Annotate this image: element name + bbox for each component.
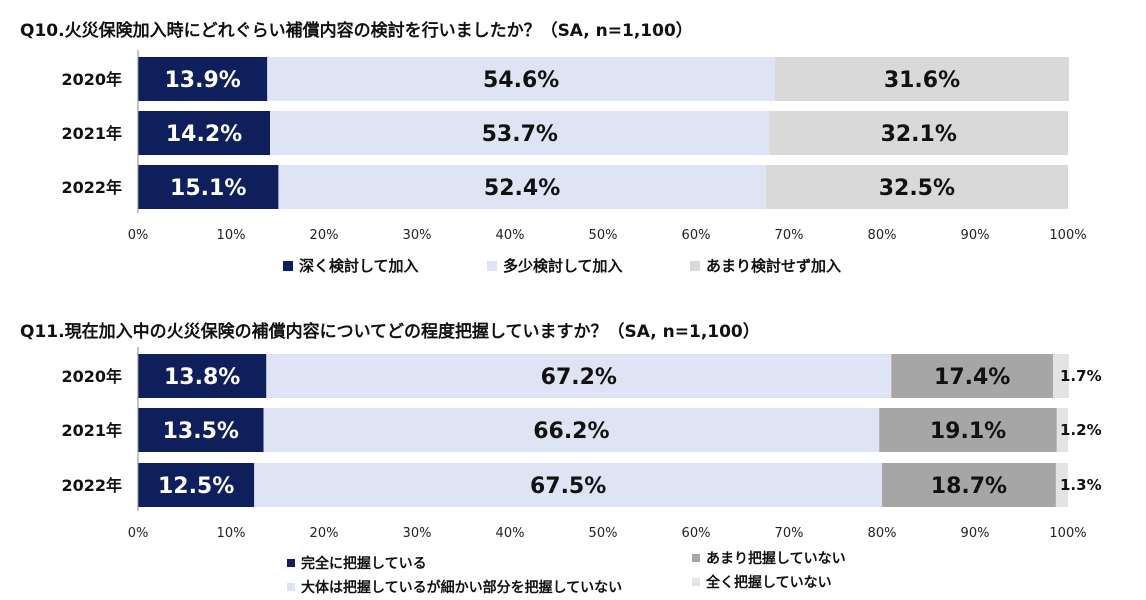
q10-x-tick-label: 50% <box>589 228 618 243</box>
q11-category-label: 2022年 <box>61 476 122 495</box>
q11-legend-swatch-2 <box>287 583 295 591</box>
q10-x-tick-label: 100% <box>1049 228 1086 243</box>
q11-bar-segment <box>254 463 882 507</box>
q10-legend-label-1: 深く検討して加入 <box>299 257 419 275</box>
q10-chart-title: Q10.火災保険加入時にどれぐらい補償内容の検討を行いましたか？（SA, n=1… <box>20 20 693 41</box>
q11-bar-segment <box>138 354 267 398</box>
q10-category-label: 2020年 <box>61 70 122 89</box>
q10-legend-swatch-3 <box>690 260 700 271</box>
q11-data-label: 12.5% <box>158 474 234 499</box>
q11-x-tick-label: 60% <box>682 526 711 541</box>
q11-legend-label-2: 大体は把握しているが細かい部分を把握していない <box>301 580 623 596</box>
q10-legend-swatch-1 <box>283 260 293 271</box>
q11-legend-item-4: 全く把握していない <box>692 572 832 592</box>
q11-bar-segment <box>1056 408 1068 452</box>
q10-x-tick-label: 70% <box>775 228 804 243</box>
q11-legend-label-3: あまり把握していない <box>706 551 846 567</box>
q11-data-label: 13.5% <box>163 419 239 444</box>
q10-legend-label-3: あまり検討せず加入 <box>706 257 842 275</box>
q10-legend-item-1: 深く検討して加入 <box>283 255 419 276</box>
q11-bar-segment <box>138 408 264 452</box>
q11-legend-label-4: 全く把握していない <box>706 575 832 591</box>
q10-x-tick-label: 40% <box>496 228 525 243</box>
q11-x-tick-label: 70% <box>775 526 804 541</box>
q11-bar-segment <box>1053 354 1069 398</box>
q11-bar-segment <box>263 408 880 452</box>
q11-legend-swatch-1 <box>287 559 295 567</box>
q10-data-label: 54.6% <box>483 68 559 93</box>
q10-data-label: 52.4% <box>484 176 560 201</box>
q10-legend-item-2: 多少検討して加入 <box>487 255 623 276</box>
q11-data-label: 17.4% <box>934 365 1010 390</box>
q10-category-label: 2021年 <box>61 124 122 143</box>
q11-x-tick-label: 40% <box>496 526 525 541</box>
q10-bar-segment <box>270 111 770 155</box>
q11-legend-item-2: 大体は把握しているが細かい部分を把握していない <box>287 577 622 597</box>
q11-legend-swatch-4 <box>692 578 700 586</box>
q10-bar-segment <box>775 57 1069 101</box>
q10-bar-segment <box>138 57 268 101</box>
q11-category-label: 2021年 <box>61 421 122 440</box>
q11-bar-segment <box>879 408 1057 452</box>
q11-data-label: 66.2% <box>533 419 609 444</box>
q11-data-label: 1.3% <box>1060 476 1102 494</box>
q10-data-label: 53.7% <box>482 122 558 147</box>
q10-x-tick-label: 80% <box>868 228 897 243</box>
q10-data-label: 13.9% <box>164 68 240 93</box>
q11-bar-segment <box>891 354 1054 398</box>
q11-x-tick-label: 0% <box>128 526 149 541</box>
q10-legend-item-3: あまり検討せず加入 <box>690 255 841 276</box>
q11-data-label: 13.8% <box>164 365 240 390</box>
q10-legend-label-2: 多少検討して加入 <box>503 257 623 275</box>
q11-data-label: 67.2% <box>541 365 617 390</box>
q10-data-label: 14.2% <box>166 122 242 147</box>
q11-x-tick-label: 30% <box>403 526 432 541</box>
q10-bar-segment <box>267 57 776 101</box>
q10-data-label: 32.1% <box>881 122 957 147</box>
q11-data-label: 67.5% <box>530 474 606 499</box>
q10-x-tick-label: 30% <box>403 228 432 243</box>
q10-x-tick-label: 90% <box>961 228 990 243</box>
q11-category-label: 2020年 <box>61 367 122 386</box>
q11-x-tick-label: 100% <box>1049 526 1086 541</box>
q11-bar-segment <box>138 463 255 507</box>
q11-legend-label-1: 完全に把握している <box>301 556 427 572</box>
q10-x-tick-label: 60% <box>682 228 711 243</box>
q10-data-label: 15.1% <box>170 176 246 201</box>
q11-data-label: 1.7% <box>1060 367 1102 385</box>
q10-data-label: 32.5% <box>879 176 955 201</box>
q11-legend-item-1: 完全に把握している <box>287 553 427 573</box>
q11-x-tick-label: 80% <box>868 526 897 541</box>
q11-x-tick-label: 50% <box>589 526 618 541</box>
q11-data-label: 19.1% <box>930 419 1006 444</box>
q11-x-tick-label: 10% <box>217 526 246 541</box>
q10-bar-segment <box>765 165 1068 209</box>
q10-bar-segment <box>138 111 271 155</box>
q11-data-label: 1.2% <box>1060 421 1102 439</box>
q11-x-tick-label: 90% <box>961 526 990 541</box>
q11-bar-segment <box>882 463 1056 507</box>
q10-bar-segment <box>138 165 279 209</box>
q11-legend-swatch-3 <box>692 554 700 562</box>
q10-data-label: 31.6% <box>884 68 960 93</box>
q11-data-label: 18.7% <box>931 474 1007 499</box>
q10-category-label: 2022年 <box>61 178 122 197</box>
q10-legend-swatch-2 <box>487 260 497 271</box>
q10-x-tick-label: 0% <box>128 228 149 243</box>
q10-x-tick-label: 20% <box>310 228 339 243</box>
q10-bar-segment <box>769 111 1068 155</box>
q11-chart-title: Q11.現在加入中の火災保険の補償内容についてどの程度把握していますか？（SA,… <box>20 321 760 342</box>
q11-x-tick-label: 20% <box>310 526 339 541</box>
q11-bar-segment <box>1055 463 1068 507</box>
q10-x-tick-label: 10% <box>217 228 246 243</box>
q11-bar-segment <box>266 354 892 398</box>
q11-legend-item-3: あまり把握していない <box>692 548 846 568</box>
q10-bar-segment <box>278 165 766 209</box>
